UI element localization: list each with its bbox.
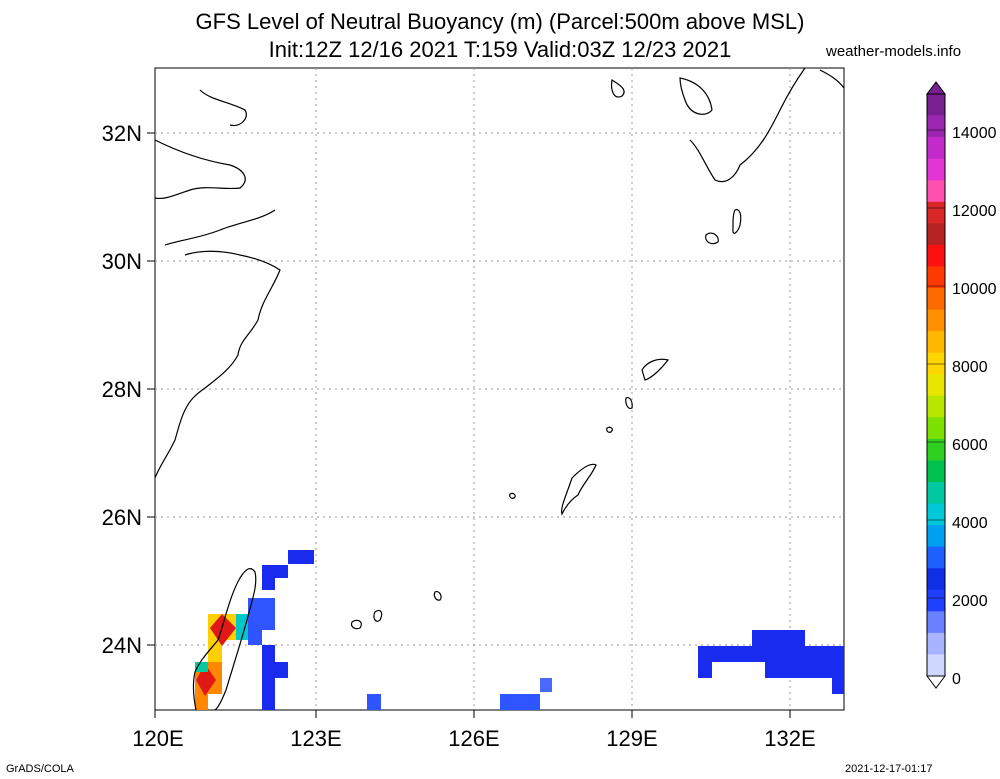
lnb-cell xyxy=(262,565,288,590)
lon-label: 129E xyxy=(606,726,657,751)
lat-label: 26N xyxy=(102,505,142,530)
colorbar-segment xyxy=(927,94,945,117)
lnb-cell xyxy=(540,678,552,692)
colorbar-segment xyxy=(927,309,945,332)
colorbar-label: 8000 xyxy=(952,359,988,376)
island xyxy=(705,232,719,245)
colorbar-segment xyxy=(927,546,945,569)
colorbar-segment xyxy=(927,417,945,440)
island xyxy=(732,209,742,234)
colorbar-min-arrow xyxy=(926,675,946,689)
coastline-taiwan xyxy=(214,568,257,711)
coastline-east-china xyxy=(199,89,247,127)
footer-timestamp: 2021-12-17-01:17 xyxy=(845,763,933,775)
lon-label: 120E xyxy=(132,726,183,751)
colorbar-label: 14000 xyxy=(952,125,997,142)
lon-label: 126E xyxy=(448,726,499,751)
coastline-east-china xyxy=(154,139,246,200)
colorbar-segment xyxy=(927,288,945,311)
colorbar-label: 12000 xyxy=(952,203,997,220)
lnb-cell xyxy=(698,630,844,694)
colorbar-segment xyxy=(927,503,945,526)
lnb-cell xyxy=(288,550,314,564)
lnb-cell xyxy=(500,694,540,710)
colorbar xyxy=(926,81,946,689)
colorbar-segment xyxy=(927,115,945,138)
colorbar-segment xyxy=(927,525,945,548)
colorbar-segment xyxy=(927,137,945,160)
colorbar-max-arrow xyxy=(926,81,946,95)
coastline-taiwan xyxy=(192,639,219,711)
colorbar-segment xyxy=(927,201,945,224)
island xyxy=(606,426,613,433)
colorbar-segment xyxy=(927,568,945,591)
colorbar-segment xyxy=(927,460,945,483)
island xyxy=(350,619,362,630)
colorbar-segment xyxy=(927,482,945,505)
island xyxy=(433,591,442,601)
colorbar-segment xyxy=(927,611,945,634)
lat-label: 30N xyxy=(102,249,142,274)
lnb-shading xyxy=(195,550,844,710)
colorbar-segment xyxy=(927,180,945,203)
lnb-cell xyxy=(367,694,381,710)
colorbar-segment xyxy=(927,266,945,289)
lnb-cell xyxy=(262,645,288,710)
colorbar-segment xyxy=(927,158,945,181)
colorbar-label: 0 xyxy=(952,671,961,688)
colorbar-label: 6000 xyxy=(952,437,988,454)
coastline-east-china xyxy=(154,250,281,479)
title-line-1: GFS Level of Neutral Buoyancy (m) (Parce… xyxy=(195,9,805,34)
coastline-shikoku xyxy=(819,69,845,89)
site-credit: weather-models.info xyxy=(826,43,962,60)
lat-label: 32N xyxy=(102,121,142,146)
colorbar-segment xyxy=(927,438,945,461)
colorbar-label: 4000 xyxy=(952,515,988,532)
island xyxy=(610,79,625,98)
coastline-kyushu xyxy=(689,67,806,183)
title-line-2: Init:12Z 12/16 2021 T:159 Valid:03Z 12/2… xyxy=(268,37,732,62)
island xyxy=(509,492,516,499)
lat-label: 28N xyxy=(102,377,142,402)
colorbar-label: 2000 xyxy=(952,593,988,610)
island xyxy=(641,358,670,381)
lnb-cell xyxy=(195,662,208,672)
island-okinawa xyxy=(561,463,597,516)
lat-label: 24N xyxy=(102,633,142,658)
colorbar-segment xyxy=(927,589,945,612)
colorbar-segment xyxy=(927,244,945,267)
lnb-cell xyxy=(236,614,248,640)
colorbar-segment xyxy=(927,223,945,246)
coastline-east-china xyxy=(164,209,276,246)
lnb-cell xyxy=(248,598,275,645)
coastline-kyushu xyxy=(679,77,713,115)
lon-label: 123E xyxy=(290,726,341,751)
footer-credit: GrADS/COLA xyxy=(6,763,74,775)
colorbar-label: 10000 xyxy=(952,281,997,298)
colorbar-segment xyxy=(927,331,945,354)
island xyxy=(373,609,383,622)
lon-label: 132E xyxy=(764,726,815,751)
colorbar-segment xyxy=(927,395,945,418)
colorbar-segment xyxy=(927,654,945,677)
colorbar-segment xyxy=(927,632,945,655)
island xyxy=(625,397,633,409)
lnb-hot-core xyxy=(210,614,236,646)
coastlines xyxy=(154,67,845,711)
colorbar-segment xyxy=(927,374,945,397)
